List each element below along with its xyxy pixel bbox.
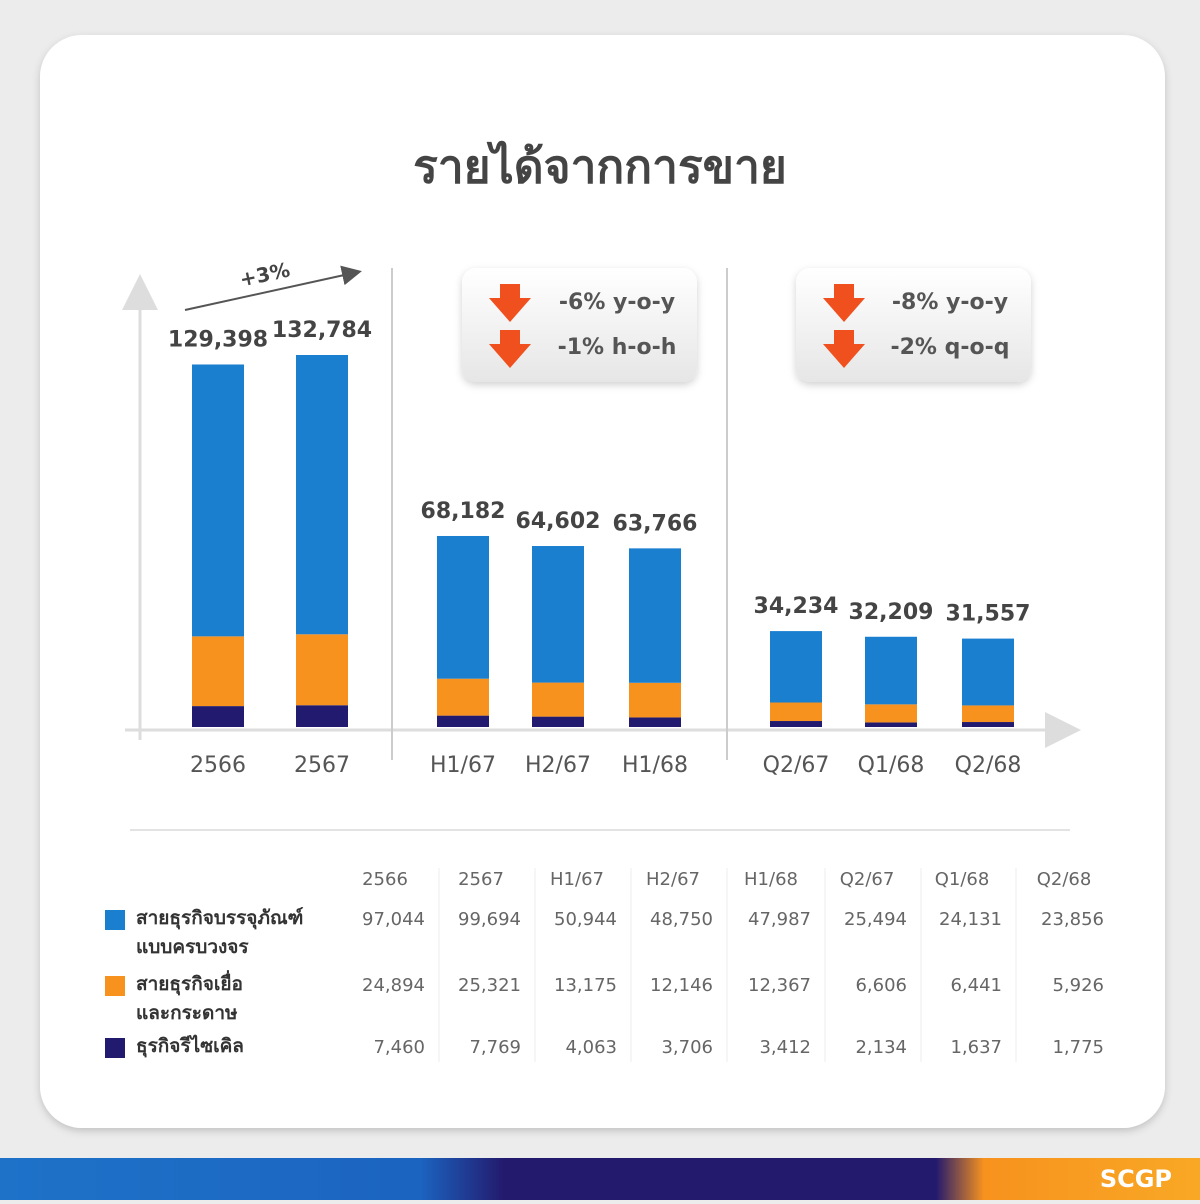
table-value: 3,412 [759, 1037, 811, 1058]
annotation: -2% q-o-q [890, 335, 1009, 360]
table-header: 2567 [458, 869, 504, 890]
table-value: 50,944 [554, 909, 617, 930]
table-value: 25,321 [458, 975, 521, 996]
down-arrow [823, 330, 865, 368]
bar-segment [629, 717, 681, 727]
callout-box [796, 268, 1031, 382]
legend-label-box: ธุรกิจรีไซเคิล [136, 1035, 244, 1057]
x-tick-label: Q2/67 [763, 753, 830, 778]
bar-segment [629, 548, 681, 683]
table-value: 4,063 [565, 1037, 617, 1058]
x-tick-label: Q2/68 [955, 753, 1022, 778]
x-tick-label: H2/67 [525, 753, 591, 778]
bar-segment [865, 704, 917, 723]
down-arrow [489, 330, 531, 368]
table-value: 3,706 [661, 1037, 713, 1058]
chart-title: รายได้จากการขาย [413, 140, 787, 194]
annotation: -1% h-o-h [558, 335, 677, 360]
table-value: 6,606 [855, 975, 907, 996]
bar-segment [629, 682, 681, 718]
table-value: 1,775 [1052, 1037, 1104, 1058]
x-tick-label: H1/68 [622, 753, 688, 778]
table-value: 47,987 [748, 909, 811, 930]
bar-segment [770, 631, 822, 703]
logo: SCGP [1100, 1165, 1172, 1193]
bar-segment [532, 546, 584, 683]
table-value: 24,894 [362, 975, 425, 996]
bar-segment [962, 722, 1014, 727]
bar-segment [437, 535, 489, 679]
down-arrow [489, 284, 531, 322]
bar-segment [962, 638, 1014, 706]
table-value: 12,146 [650, 975, 713, 996]
bar-segment [296, 705, 348, 727]
table-header: Q1/68 [935, 869, 990, 890]
table-header: 2566 [362, 869, 408, 890]
table-value: 48,750 [650, 909, 713, 930]
down-arrow [823, 284, 865, 322]
table-header: H1/67 [550, 869, 604, 890]
table-value: 97,044 [362, 909, 425, 930]
table-value: 25,494 [844, 909, 907, 930]
table-header: H1/68 [744, 869, 798, 890]
table-value: 23,856 [1041, 909, 1104, 930]
table-header: Q2/68 [1037, 869, 1092, 890]
table-value: 1,637 [950, 1037, 1002, 1058]
bar-segment [532, 682, 584, 717]
annotation: -8% y-o-y [892, 290, 1008, 315]
total-label: 64,602 [516, 509, 601, 534]
table-value: 6,441 [950, 975, 1002, 996]
table-value: 13,175 [554, 975, 617, 996]
bar-segment [532, 716, 584, 727]
total-label: 32,209 [849, 600, 934, 625]
bar-segment [437, 715, 489, 727]
bar-segment [865, 722, 917, 727]
x-tick-label: H1/67 [430, 753, 496, 778]
legend-label: ธุรกิจรีไซเคิล [136, 1035, 244, 1057]
total-label: 63,766 [613, 511, 698, 536]
table-value: 7,769 [469, 1037, 521, 1058]
bar-segment [296, 634, 348, 706]
bar-segment [192, 636, 244, 707]
total-label: 31,557 [946, 602, 1031, 627]
legend-swatch [105, 976, 125, 996]
bar-segment [192, 364, 244, 637]
x-tick-label: 2567 [294, 753, 350, 778]
table-value: 5,926 [1052, 975, 1104, 996]
legend-swatch [105, 910, 125, 930]
bar-segment [770, 721, 822, 727]
table-value: 99,694 [458, 909, 521, 930]
legend-label-box: สายธุรกิจเยื่อ และกระดาษ [136, 973, 243, 1024]
table-value: 12,367 [748, 975, 811, 996]
callout-box [462, 268, 697, 382]
footer-band [0, 1158, 1200, 1200]
table-value: 2,134 [855, 1037, 907, 1058]
legend-label-box: สายธุรกิจบรรจุภัณฑ์ แบบครบวงจร [136, 907, 304, 958]
legend-label: สายธุรกิจบรรจุภัณฑ์ แบบครบวงจร [136, 907, 304, 958]
table-header: H2/67 [646, 869, 700, 890]
bar-segment [770, 702, 822, 722]
legend-label: สายธุรกิจเยื่อ และกระดาษ [136, 973, 243, 1024]
table-value: 7,460 [373, 1037, 425, 1058]
bar-segment [192, 706, 244, 727]
total-label: 34,234 [754, 594, 839, 619]
annotation: -6% y-o-y [559, 290, 675, 315]
total-label: 68,182 [421, 499, 506, 524]
bar-segment [865, 636, 917, 705]
bar-segment [296, 355, 348, 635]
x-tick-label: 2566 [190, 753, 246, 778]
legend-swatch [105, 1038, 125, 1058]
total-label: 129,398 [168, 327, 268, 352]
bar-segment [962, 705, 1014, 723]
total-label: 132,784 [272, 318, 372, 343]
table-header: Q2/67 [840, 869, 895, 890]
growth-arrow [184, 265, 362, 311]
bar-segment [437, 678, 489, 716]
x-tick-label: Q1/68 [858, 753, 925, 778]
table-value: 24,131 [939, 909, 1002, 930]
